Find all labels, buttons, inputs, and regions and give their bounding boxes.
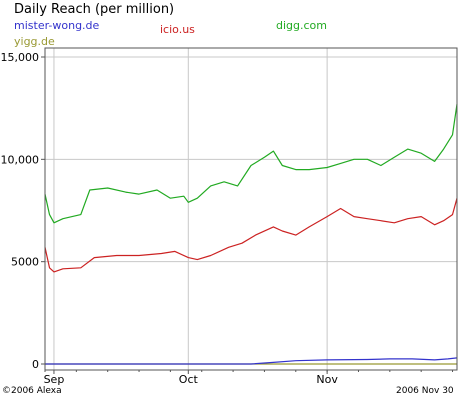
copyright-text: ©2006 Alexa	[2, 386, 62, 396]
y-tick-label: 5000	[11, 256, 39, 269]
legend-digg: digg.com	[276, 19, 327, 32]
plot-frame	[44, 47, 458, 371]
series-line-mister-wong-de	[45, 357, 458, 365]
footer-date: 2006 Nov 30	[396, 386, 454, 396]
series-lines	[44, 104, 458, 365]
series-line-icio-us	[44, 198, 458, 273]
chart-title: Daily Reach (per million)	[14, 2, 175, 17]
y-tick-label: 10,000	[1, 153, 40, 166]
x-tick-label: Oct	[179, 373, 199, 386]
x-tick-labels: Sep Oct Nov	[44, 373, 339, 386]
series-line-digg-com	[44, 104, 458, 224]
y-tick-label: 15,000	[1, 51, 40, 64]
y-tick-labels: 15,000 10,000 5000 0	[1, 51, 40, 371]
legend-icio: icio.us	[160, 23, 195, 36]
legend-yigg: yigg.de	[14, 35, 55, 48]
y-tick-label: 0	[32, 358, 39, 371]
legend-mister-wong: mister-wong.de	[14, 19, 100, 32]
x-tick-label: Sep	[44, 373, 65, 386]
grid-lines	[41, 48, 457, 374]
x-tick-label: Nov	[316, 373, 338, 386]
